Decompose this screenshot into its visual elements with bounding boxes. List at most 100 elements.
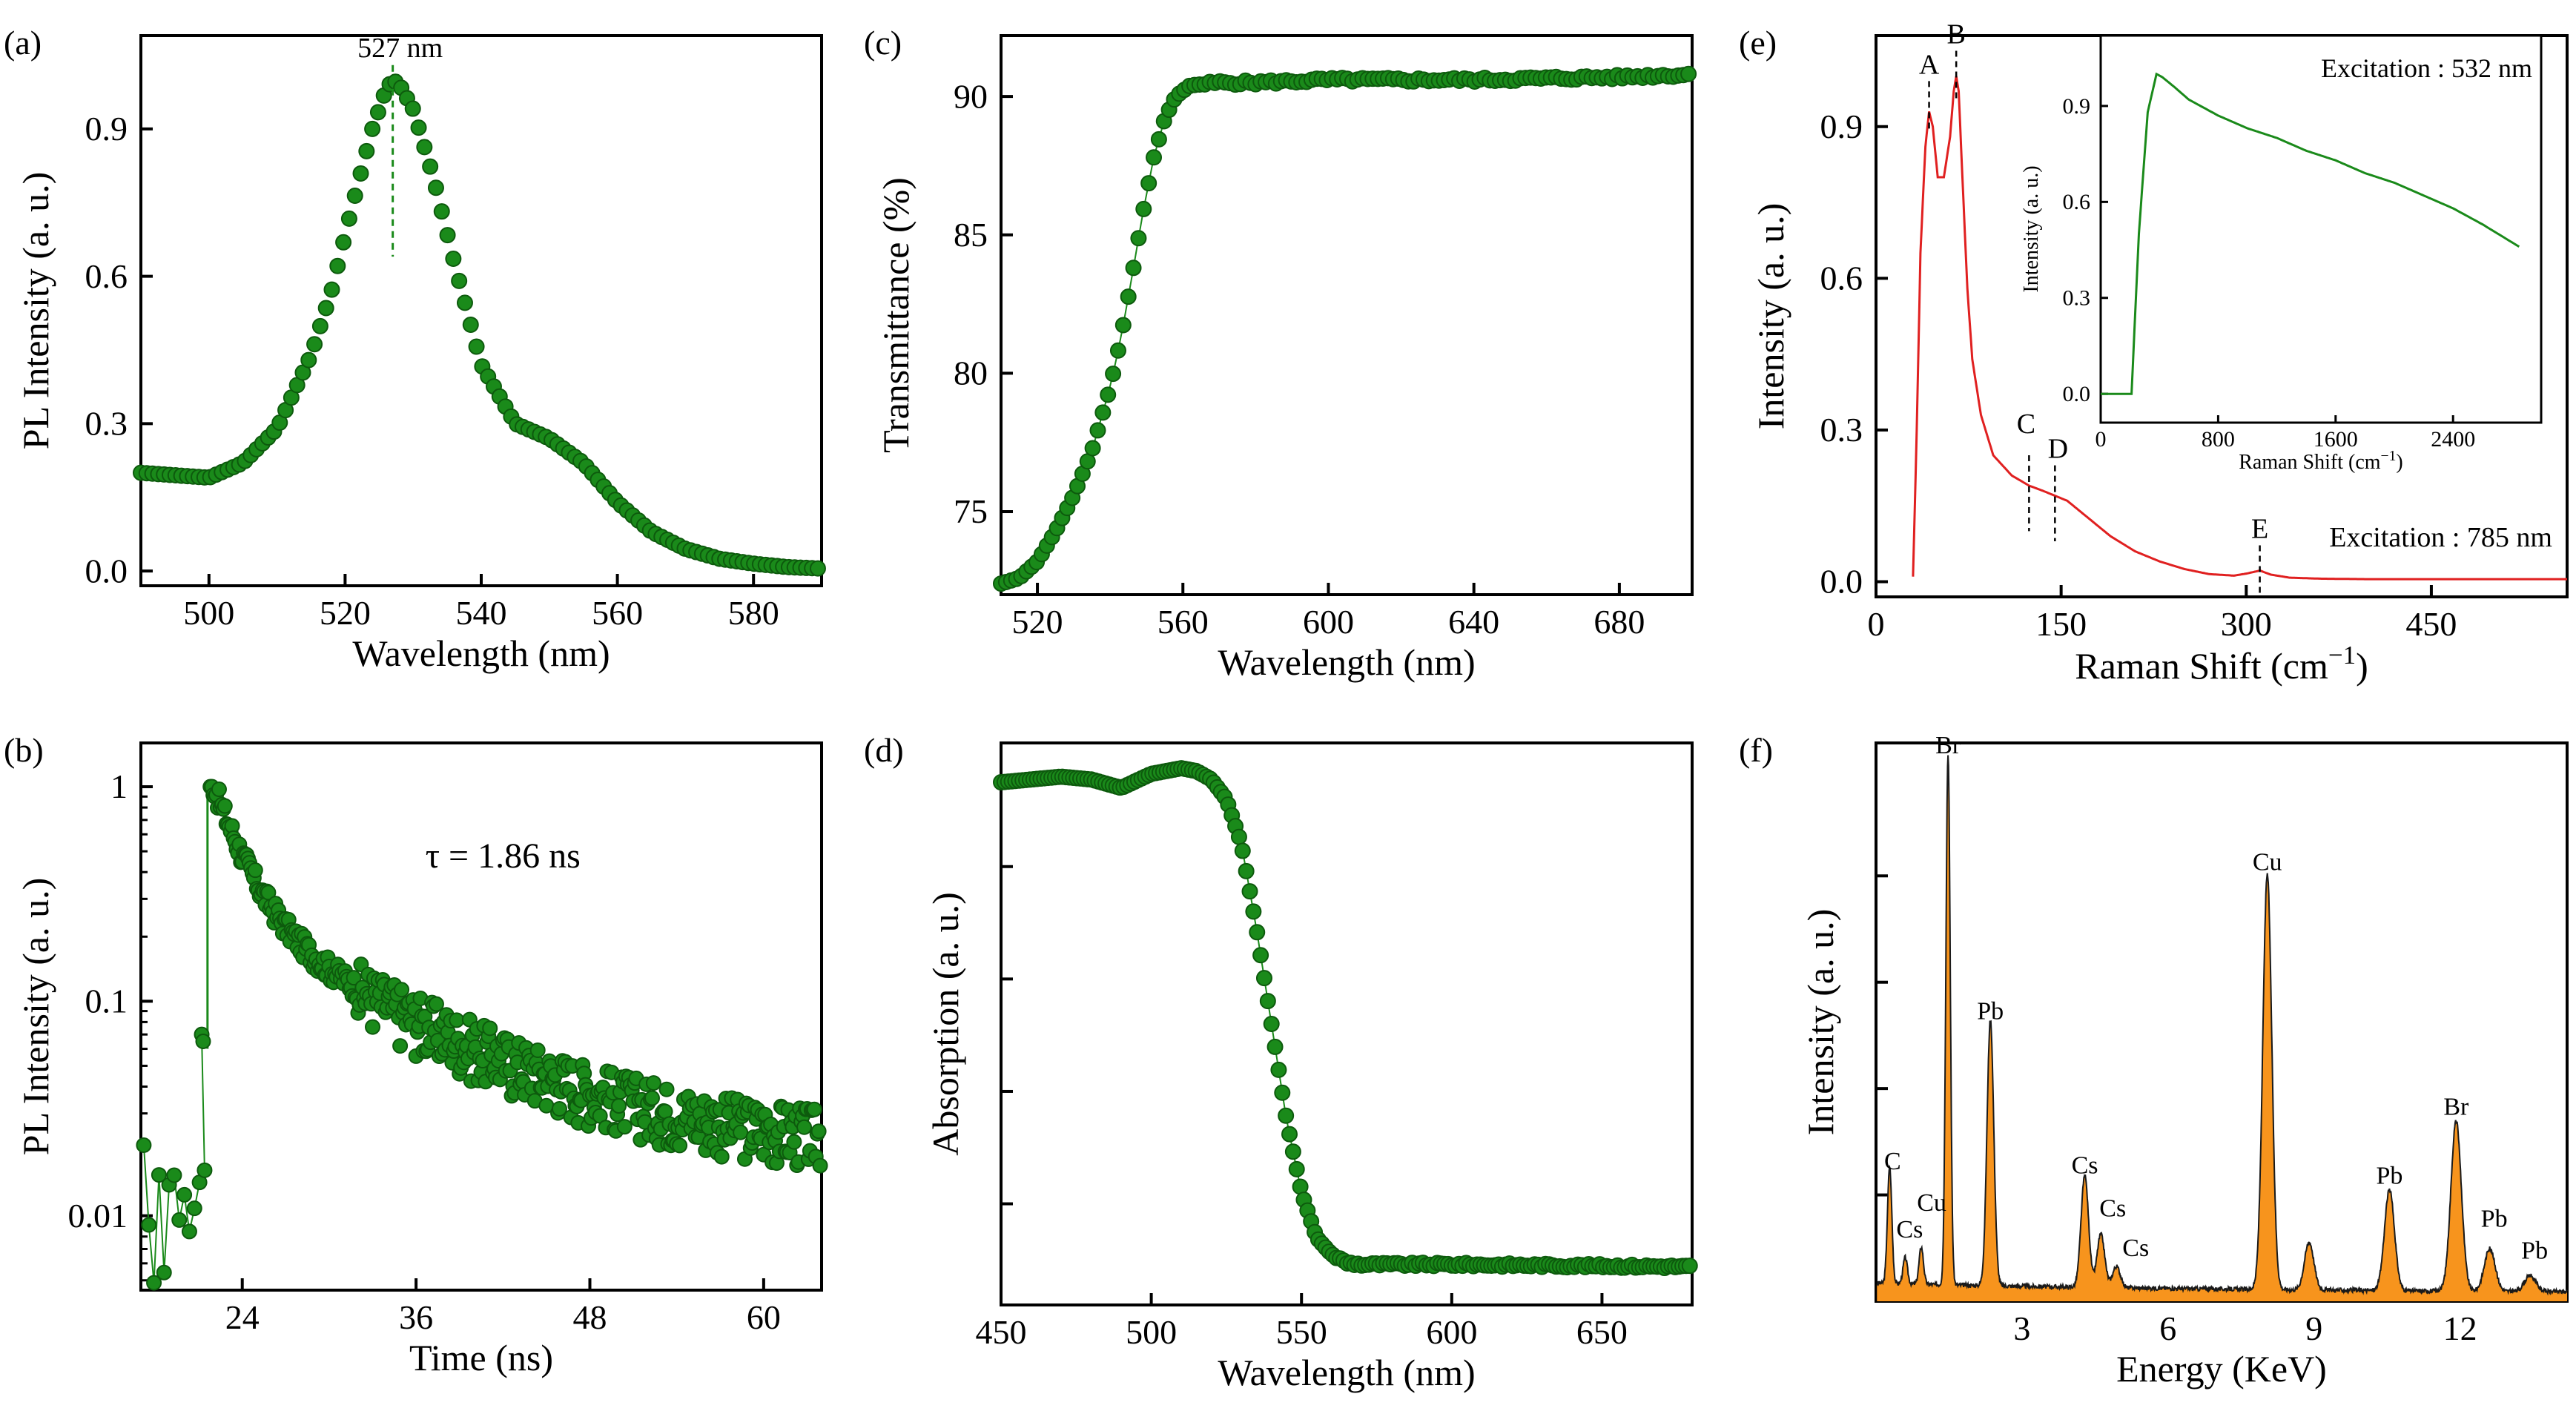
- panel-a: 500 520 540 560 580 0.0 0.3 0.6 0.9 Wavelength (n…: [4, 24, 826, 674]
- data-point: [451, 272, 468, 289]
- data-point: [1252, 947, 1269, 964]
- x-tick-label: 640: [1448, 603, 1499, 641]
- data-points: [136, 779, 828, 1291]
- data-point: [456, 294, 473, 311]
- data-point: [247, 862, 263, 879]
- inset-background: [2101, 36, 2541, 423]
- data-point: [462, 316, 479, 333]
- data-point: [796, 1119, 813, 1135]
- data-point: [810, 1123, 827, 1140]
- x-tick-label: 3: [2013, 1309, 2030, 1347]
- data-point: [352, 165, 369, 182]
- y-tick-label: 1: [110, 767, 128, 805]
- x-axis-label-sup: −1: [2381, 449, 2397, 464]
- data-point: [1259, 993, 1276, 1010]
- data-point: [141, 1217, 157, 1233]
- data-point: [428, 996, 444, 1012]
- y-axis-label: Intensity (a. u.): [2020, 165, 2043, 292]
- x-tick-label: 520: [320, 594, 371, 632]
- panel-b: 24 36 48 60 0.01 0.1 1 Time (ns) PL Intensity (a…: [4, 731, 828, 1378]
- data-point: [1089, 422, 1106, 439]
- data-point: [211, 781, 227, 798]
- data-point: [166, 1167, 182, 1183]
- data-point: [645, 1075, 661, 1091]
- x-tick-label: 680: [1594, 603, 1645, 641]
- x-tick-label: 520: [1012, 603, 1063, 641]
- element-label: Cs: [2122, 1235, 2149, 1262]
- data-point: [1146, 149, 1163, 166]
- data-point: [171, 1212, 188, 1228]
- data-point: [369, 104, 386, 121]
- data-point: [410, 119, 427, 136]
- data-point: [181, 1223, 197, 1240]
- peak-label: 527 nm: [357, 33, 443, 64]
- plot-frame: [139, 34, 823, 587]
- data-point: [1281, 1126, 1298, 1143]
- panel-label: (e): [1739, 24, 1777, 62]
- y-tick-label: 0.3: [1820, 411, 1863, 449]
- x-tick-label: 2400: [2431, 427, 2475, 452]
- plot-frame: [1000, 34, 1694, 596]
- data-point: [786, 1134, 802, 1150]
- x-tick-label: 36: [399, 1298, 433, 1336]
- peak-label: E: [2251, 513, 2268, 544]
- x-axis-label: Raman Shift (cm−1): [2239, 449, 2402, 474]
- data-point: [529, 1042, 546, 1058]
- data-point: [1135, 200, 1152, 217]
- element-label: Cu: [1917, 1189, 1946, 1217]
- peak-label: A: [1919, 49, 1940, 80]
- x-tick-label: 550: [1276, 1313, 1327, 1351]
- data-point: [1278, 1107, 1295, 1124]
- data-point: [672, 1137, 688, 1154]
- panel-label: (d): [864, 731, 904, 769]
- y-tick-label: 0.0: [85, 552, 128, 589]
- baseline-trace: [142, 1034, 205, 1283]
- x-tick-label: 48: [572, 1298, 607, 1336]
- data-point: [217, 798, 233, 814]
- x-tick-label: 450: [976, 1313, 1027, 1351]
- data-point: [1255, 970, 1272, 987]
- data-point: [151, 1167, 167, 1183]
- y-tick-label: 85: [954, 216, 988, 254]
- data-point: [323, 281, 340, 298]
- element-label: Cs: [2099, 1194, 2126, 1222]
- y-tick-label: 0.6: [85, 257, 128, 295]
- panel-label: (a): [4, 24, 42, 62]
- plot-frame: [1000, 741, 1694, 1306]
- data-point: [713, 1149, 730, 1165]
- data-point: [1288, 1160, 1305, 1177]
- data-point: [186, 1200, 202, 1217]
- data-point: [392, 1038, 409, 1054]
- panel-d: 450 500 550 600 650 Wavelength (nm) Absorption…: [864, 731, 1698, 1393]
- panel-e-inset: 0 800 1600 2400 0.0 0.3 0.6 0.9 Raman Shift (cm−…: [2020, 34, 2543, 474]
- data-point: [812, 1157, 828, 1174]
- data-points: [993, 65, 1697, 592]
- element-label: Pb: [2376, 1163, 2402, 1190]
- data-point: [176, 1186, 193, 1203]
- data-point: [1249, 924, 1266, 941]
- x-axis-label: Wavelength (nm): [1218, 641, 1475, 683]
- y-axis-label: Intensity (a. u.): [1800, 909, 1841, 1135]
- y-tick-label: 0.3: [85, 405, 128, 443]
- x-tick-label: 12: [2443, 1309, 2477, 1347]
- data-point: [340, 210, 357, 227]
- x-axis-label-end: ): [2396, 451, 2402, 474]
- data-point: [1274, 1084, 1291, 1101]
- x-tick-label: 560: [592, 594, 643, 632]
- element-label: C: [1884, 1148, 1901, 1175]
- x-axis-label: Raman Shift (cm−1): [2075, 641, 2368, 687]
- data-point: [1084, 440, 1101, 457]
- panel-f: 3 6 9 12 Energy (KeV) Intensity (a. u.) (f) C Cs…: [1739, 731, 2569, 1389]
- element-label: Cu: [2253, 849, 2282, 876]
- data-point: [156, 1264, 172, 1281]
- x-tick-label: 560: [1157, 603, 1209, 641]
- excitation-annotation: Excitation : 532 nm: [2321, 53, 2532, 83]
- y-tick-label: 0.0: [2063, 382, 2091, 406]
- element-label: Br: [1935, 732, 1961, 759]
- y-axis-label: PL Intensity (a. u.): [15, 878, 56, 1155]
- data-point: [1130, 230, 1147, 247]
- x-axis-label-sup: −1: [2328, 641, 2356, 670]
- y-tick-label: 0.9: [1820, 108, 1863, 145]
- x-tick-label: 300: [2221, 605, 2272, 643]
